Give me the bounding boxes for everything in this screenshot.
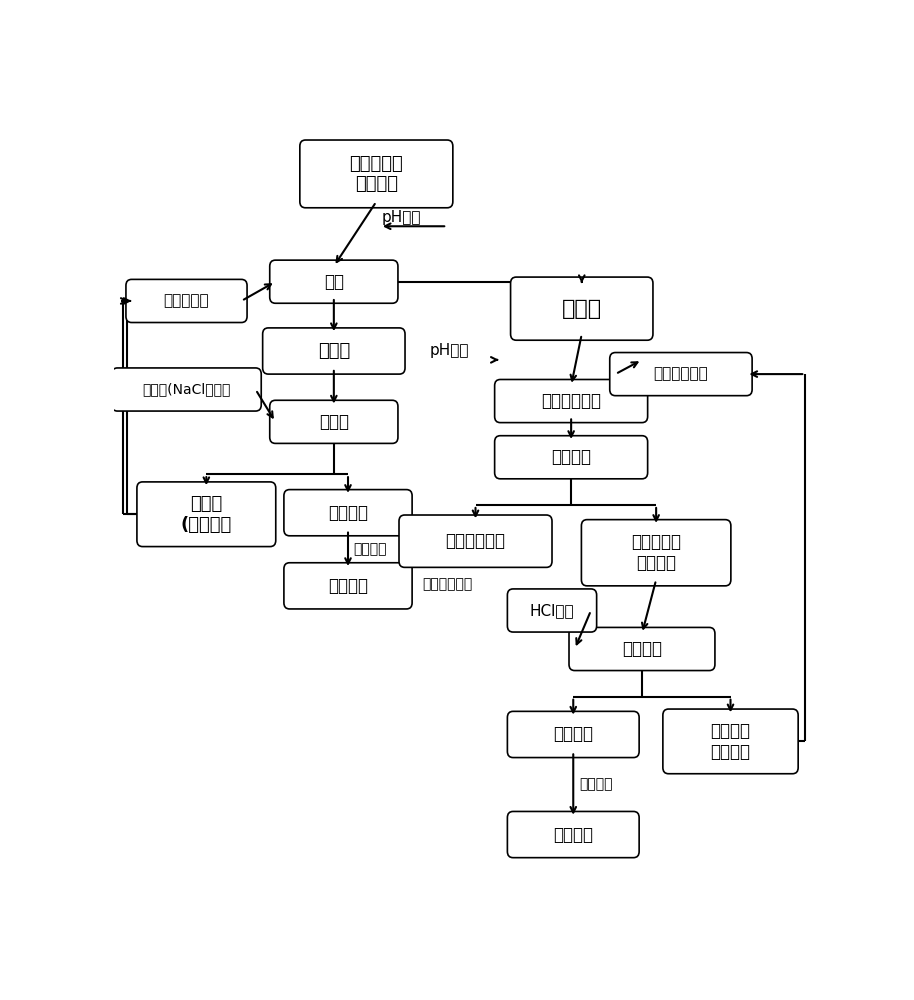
Text: 反萃取: 反萃取 [319,413,349,431]
FancyBboxPatch shape [137,482,276,547]
Text: 含硼离子交
换树脂相: 含硼离子交 换树脂相 [632,533,681,572]
Text: 含硼水相: 含硼水相 [553,725,593,743]
Text: 离子交换树脂: 离子交换树脂 [654,367,708,382]
FancyBboxPatch shape [507,589,597,632]
Text: 萃取相: 萃取相 [318,342,350,360]
Text: 硼砂产品: 硼砂产品 [328,577,368,595]
FancyBboxPatch shape [507,811,639,858]
Text: 蒸发结晶: 蒸发结晶 [354,542,388,556]
Text: HCl溶液: HCl溶液 [530,603,574,618]
FancyBboxPatch shape [126,279,247,323]
Text: 混合萃取剂: 混合萃取剂 [164,293,209,308]
Text: 过滤分离: 过滤分离 [551,448,591,466]
FancyBboxPatch shape [569,627,715,671]
FancyBboxPatch shape [284,490,412,536]
FancyBboxPatch shape [262,328,405,374]
Text: 反萃剂(NaCl溶液）: 反萃剂(NaCl溶液） [143,382,230,396]
Text: 有机相
(萃取剂）: 有机相 (萃取剂） [181,495,232,534]
FancyBboxPatch shape [270,260,398,303]
FancyBboxPatch shape [112,368,261,411]
FancyBboxPatch shape [581,520,731,586]
FancyBboxPatch shape [494,436,648,479]
Text: 酸化沉硼后
盐湖老卤: 酸化沉硼后 盐湖老卤 [349,154,403,193]
FancyBboxPatch shape [270,400,398,443]
Text: 镁盐产品开发: 镁盐产品开发 [422,577,473,591]
FancyBboxPatch shape [300,140,452,208]
FancyBboxPatch shape [610,353,752,396]
Text: pH调节: pH调节 [430,343,469,358]
FancyBboxPatch shape [511,277,653,340]
Text: 萃余相: 萃余相 [562,299,601,319]
FancyBboxPatch shape [399,515,552,567]
FancyBboxPatch shape [507,711,639,758]
Text: 洗脱再生: 洗脱再生 [622,640,662,658]
Text: 含镁盐湖卤水: 含镁盐湖卤水 [445,532,505,550]
FancyBboxPatch shape [494,379,648,423]
Text: pH调节: pH调节 [382,210,421,225]
FancyBboxPatch shape [284,563,412,609]
Text: 硼酸产品: 硼酸产品 [553,826,593,844]
Text: 富硼水相: 富硼水相 [328,504,368,522]
Text: 蒸发结晶: 蒸发结晶 [579,778,612,792]
Text: 再生离子
交换树脂: 再生离子 交换树脂 [710,722,750,761]
Text: 离子交换吸附: 离子交换吸附 [541,392,601,410]
FancyBboxPatch shape [663,709,798,774]
Text: 萃取: 萃取 [324,273,344,291]
